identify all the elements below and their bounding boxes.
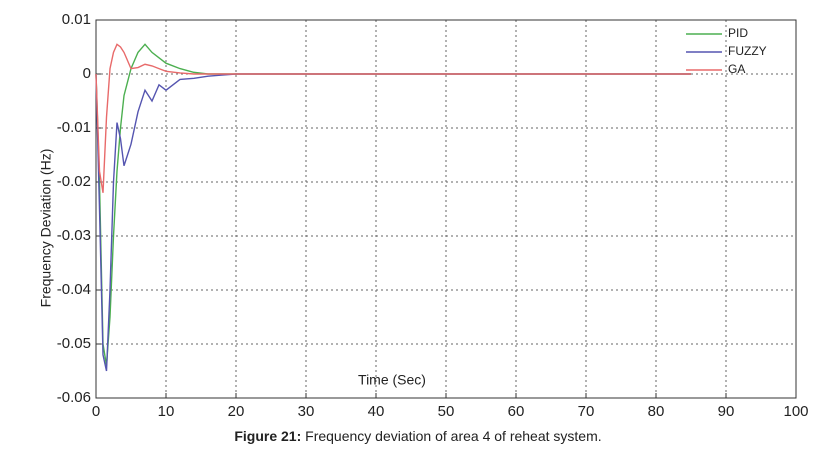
y-tick-label: 0.01 bbox=[62, 11, 91, 28]
plot-frame bbox=[95, 19, 797, 399]
y-tick-label: -0.06 bbox=[57, 389, 91, 406]
y-tick-label: -0.04 bbox=[57, 281, 91, 298]
x-tick-label: 50 bbox=[438, 403, 455, 420]
x-axis-label: Time (Sec) bbox=[358, 372, 426, 388]
series-line bbox=[95, 73, 691, 372]
x-tick-label: 80 bbox=[648, 403, 665, 420]
x-tick-label: 20 bbox=[228, 403, 245, 420]
series-line bbox=[95, 43, 691, 366]
x-tick-label: 60 bbox=[508, 403, 525, 420]
y-tick-label: -0.02 bbox=[57, 173, 91, 190]
y-tick-label: 0 bbox=[83, 65, 91, 82]
x-tick-label: 40 bbox=[368, 403, 385, 420]
y-axis-label: Frequency Deviation (Hz) bbox=[38, 149, 54, 308]
x-tick-label: 30 bbox=[298, 403, 315, 420]
y-tick-label: -0.03 bbox=[57, 227, 91, 244]
figure-label: Figure 21: bbox=[234, 428, 301, 444]
x-tick-label: 0 bbox=[92, 403, 100, 420]
caption-text: Frequency deviation of area 4 of reheat … bbox=[305, 428, 602, 444]
y-tick-label: -0.01 bbox=[57, 119, 91, 136]
x-tick-label: 100 bbox=[783, 403, 808, 420]
y-tick-label: -0.05 bbox=[57, 335, 91, 352]
caption: Figure 21: Frequency deviation of area 4… bbox=[234, 428, 601, 444]
legend-label: PID bbox=[728, 26, 748, 40]
x-tick-label: 10 bbox=[158, 403, 175, 420]
legend-label: GA bbox=[728, 62, 745, 76]
x-tick-label: 90 bbox=[718, 403, 735, 420]
series-line bbox=[95, 43, 691, 193]
x-tick-label: 70 bbox=[578, 403, 595, 420]
legend-label: FUZZY bbox=[728, 44, 767, 58]
